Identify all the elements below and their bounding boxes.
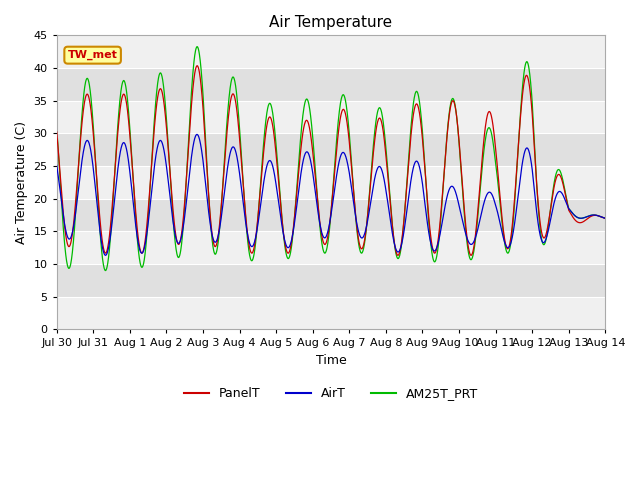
Bar bbox=[57, 133, 605, 166]
Bar bbox=[57, 297, 605, 329]
Bar bbox=[57, 36, 605, 68]
AM25T_PRT bbox=[586, 213, 593, 218]
Line: AM25T_PRT: AM25T_PRT bbox=[57, 47, 605, 271]
AM25T_PRT bbox=[102, 268, 109, 274]
PanelT bbox=[193, 63, 201, 69]
PanelT bbox=[81, 98, 88, 104]
AirT bbox=[320, 235, 328, 240]
Bar bbox=[57, 101, 605, 133]
PanelT bbox=[467, 252, 475, 258]
AM25T_PRT bbox=[53, 125, 61, 131]
Line: PanelT: PanelT bbox=[57, 66, 605, 255]
AirT bbox=[586, 213, 593, 218]
AirT bbox=[305, 153, 313, 159]
AM25T_PRT bbox=[193, 44, 201, 49]
AM25T_PRT bbox=[586, 213, 594, 218]
PanelT bbox=[602, 216, 609, 221]
X-axis label: Time: Time bbox=[316, 354, 346, 367]
Bar bbox=[57, 199, 605, 231]
Bar bbox=[57, 264, 605, 297]
AM25T_PRT bbox=[81, 84, 88, 90]
Bar bbox=[57, 166, 605, 199]
PanelT bbox=[586, 214, 593, 220]
AM25T_PRT bbox=[320, 250, 328, 255]
PanelT bbox=[305, 123, 313, 129]
AM25T_PRT bbox=[485, 125, 493, 131]
Bar bbox=[57, 231, 605, 264]
AirT bbox=[602, 216, 609, 221]
Legend: PanelT, AirT, AM25T_PRT: PanelT, AirT, AM25T_PRT bbox=[179, 383, 483, 406]
AirT bbox=[586, 213, 594, 218]
PanelT bbox=[320, 240, 328, 246]
AirT bbox=[53, 162, 61, 168]
AirT bbox=[485, 189, 493, 195]
Text: TW_met: TW_met bbox=[68, 50, 118, 60]
Y-axis label: Air Temperature (C): Air Temperature (C) bbox=[15, 121, 28, 244]
AirT bbox=[102, 252, 109, 258]
AM25T_PRT bbox=[305, 105, 313, 110]
AirT bbox=[193, 132, 201, 137]
PanelT bbox=[485, 108, 493, 114]
Title: Air Temperature: Air Temperature bbox=[269, 15, 392, 30]
PanelT bbox=[586, 214, 594, 220]
AM25T_PRT bbox=[602, 216, 609, 221]
AirT bbox=[81, 143, 88, 148]
Line: AirT: AirT bbox=[57, 134, 605, 255]
Bar bbox=[57, 68, 605, 101]
PanelT bbox=[53, 129, 61, 135]
